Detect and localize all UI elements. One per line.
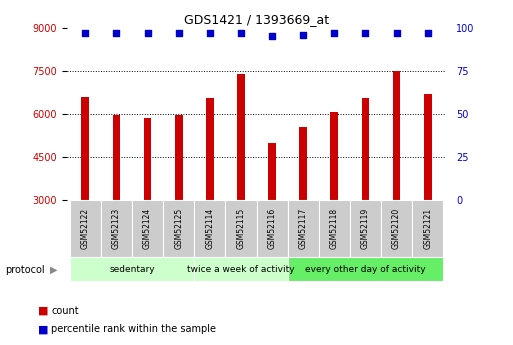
- Bar: [206, 98, 214, 200]
- Point: [361, 30, 369, 36]
- Bar: [70, 257, 194, 281]
- Bar: [112, 115, 121, 200]
- Bar: [237, 73, 245, 200]
- Point: [144, 30, 152, 36]
- Bar: [194, 200, 225, 257]
- Text: percentile rank within the sample: percentile rank within the sample: [51, 325, 216, 334]
- Text: ▶: ▶: [50, 265, 57, 275]
- Text: GSM52116: GSM52116: [268, 208, 277, 249]
- Bar: [288, 200, 319, 257]
- Text: GSM52119: GSM52119: [361, 208, 370, 249]
- Bar: [362, 98, 369, 200]
- Bar: [381, 200, 412, 257]
- Text: protocol: protocol: [5, 265, 45, 275]
- Bar: [101, 200, 132, 257]
- Bar: [350, 200, 381, 257]
- Text: every other day of activity: every other day of activity: [305, 265, 426, 274]
- Text: GSM52117: GSM52117: [299, 208, 308, 249]
- Text: GSM52118: GSM52118: [330, 208, 339, 249]
- Text: GSM52121: GSM52121: [423, 208, 432, 249]
- Bar: [268, 142, 276, 200]
- Point: [330, 30, 339, 36]
- Text: GSM52114: GSM52114: [205, 208, 214, 249]
- Text: GSM52125: GSM52125: [174, 208, 183, 249]
- Bar: [225, 200, 256, 257]
- Text: ■: ■: [38, 306, 49, 315]
- Text: GSM52122: GSM52122: [81, 208, 90, 249]
- Bar: [392, 71, 401, 200]
- Point: [81, 30, 89, 36]
- Bar: [70, 200, 101, 257]
- Text: GSM52124: GSM52124: [143, 208, 152, 249]
- Bar: [412, 200, 443, 257]
- Bar: [163, 200, 194, 257]
- Point: [424, 30, 432, 36]
- Bar: [319, 200, 350, 257]
- Bar: [144, 118, 151, 200]
- Text: sedentary: sedentary: [109, 265, 155, 274]
- Title: GDS1421 / 1393669_at: GDS1421 / 1393669_at: [184, 13, 329, 27]
- Text: GSM52115: GSM52115: [236, 208, 245, 249]
- Bar: [132, 200, 163, 257]
- Point: [174, 30, 183, 36]
- Bar: [194, 257, 288, 281]
- Bar: [299, 127, 307, 200]
- Text: count: count: [51, 306, 79, 315]
- Point: [392, 30, 401, 36]
- Bar: [330, 112, 338, 200]
- Text: ■: ■: [38, 325, 49, 334]
- Text: twice a week of activity: twice a week of activity: [187, 265, 295, 274]
- Text: GSM52120: GSM52120: [392, 208, 401, 249]
- Point: [299, 32, 307, 37]
- Bar: [82, 97, 89, 200]
- Text: GSM52123: GSM52123: [112, 208, 121, 249]
- Bar: [175, 115, 183, 200]
- Bar: [288, 257, 443, 281]
- Bar: [424, 94, 431, 200]
- Point: [112, 30, 121, 36]
- Bar: [256, 200, 288, 257]
- Point: [237, 30, 245, 36]
- Point: [268, 33, 276, 39]
- Point: [206, 30, 214, 36]
